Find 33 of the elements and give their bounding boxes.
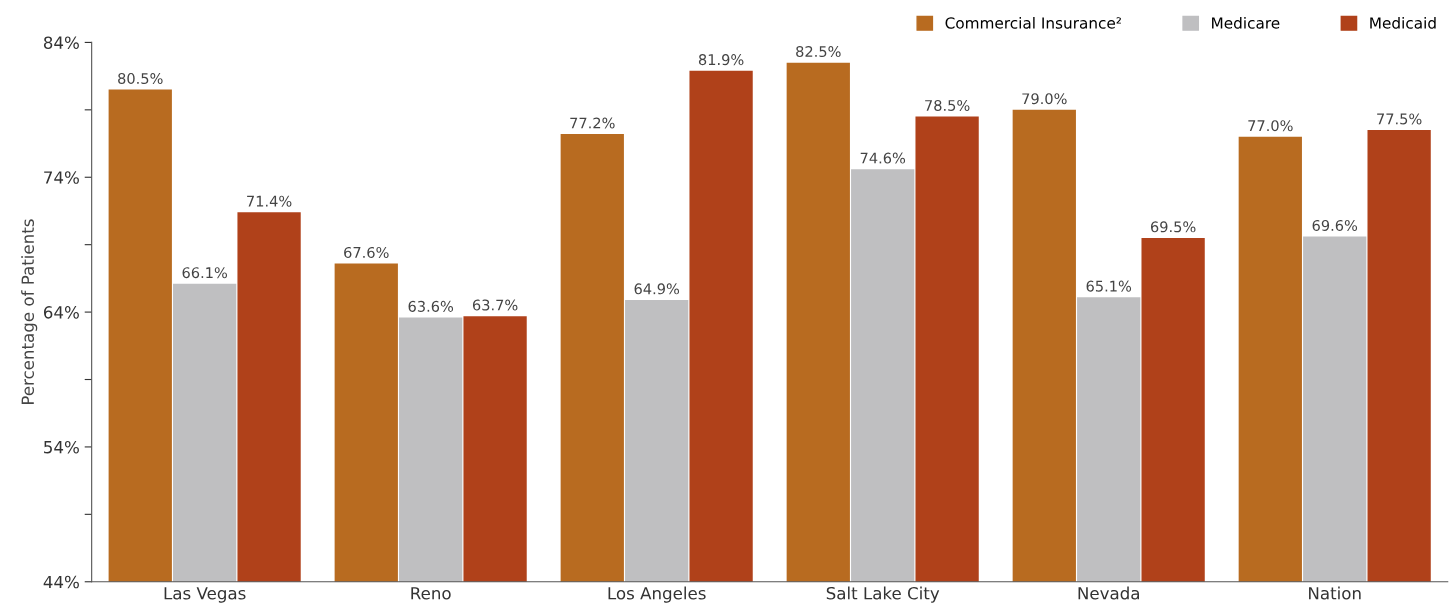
data-label: 82.5% bbox=[796, 46, 841, 58]
y-tick-label: 84% bbox=[43, 36, 79, 49]
x-tick-label: Nevada bbox=[1078, 586, 1139, 600]
y-axis-title: Percentage of Patients bbox=[21, 219, 38, 405]
data-label: 77.0% bbox=[1248, 120, 1293, 132]
data-label: 63.6% bbox=[408, 300, 454, 312]
data-label: 77.5% bbox=[1377, 113, 1422, 125]
data-label: 69.5% bbox=[1150, 221, 1196, 233]
x-tick-label: Nation bbox=[1309, 586, 1361, 600]
legend-label: Medicaid bbox=[1370, 16, 1436, 29]
data-label: 69.6% bbox=[1312, 219, 1358, 231]
x-tick-label: Las Vegas bbox=[164, 587, 246, 603]
data-label: 67.6% bbox=[344, 246, 389, 258]
data-label: 80.5% bbox=[118, 72, 163, 85]
data-label: 64.9% bbox=[634, 283, 680, 295]
data-label: 79.0% bbox=[1022, 93, 1067, 105]
legend-label: Medicare bbox=[1212, 16, 1280, 29]
data-label: 77.2% bbox=[570, 117, 615, 129]
data-label: 71.4% bbox=[247, 195, 292, 207]
x-tick-label: Los Angeles bbox=[608, 586, 706, 603]
data-label: 66.1% bbox=[182, 267, 228, 279]
y-tick-label: 54% bbox=[44, 440, 79, 454]
y-tick-label: 44% bbox=[43, 575, 79, 589]
y-tick-label: 74% bbox=[44, 171, 79, 184]
data-label: 65.1% bbox=[1086, 280, 1132, 292]
y-tick-label: 64% bbox=[43, 306, 79, 319]
data-label: 74.6% bbox=[860, 152, 906, 164]
x-tick-label: Reno bbox=[411, 587, 451, 600]
data-label: 63.7% bbox=[472, 299, 518, 311]
legend-label: Commercial Insurance² bbox=[945, 16, 1121, 29]
data-label: 78.5% bbox=[925, 99, 970, 111]
data-label: 81.9% bbox=[698, 54, 744, 66]
x-tick-label: Salt Lake City bbox=[826, 586, 940, 603]
